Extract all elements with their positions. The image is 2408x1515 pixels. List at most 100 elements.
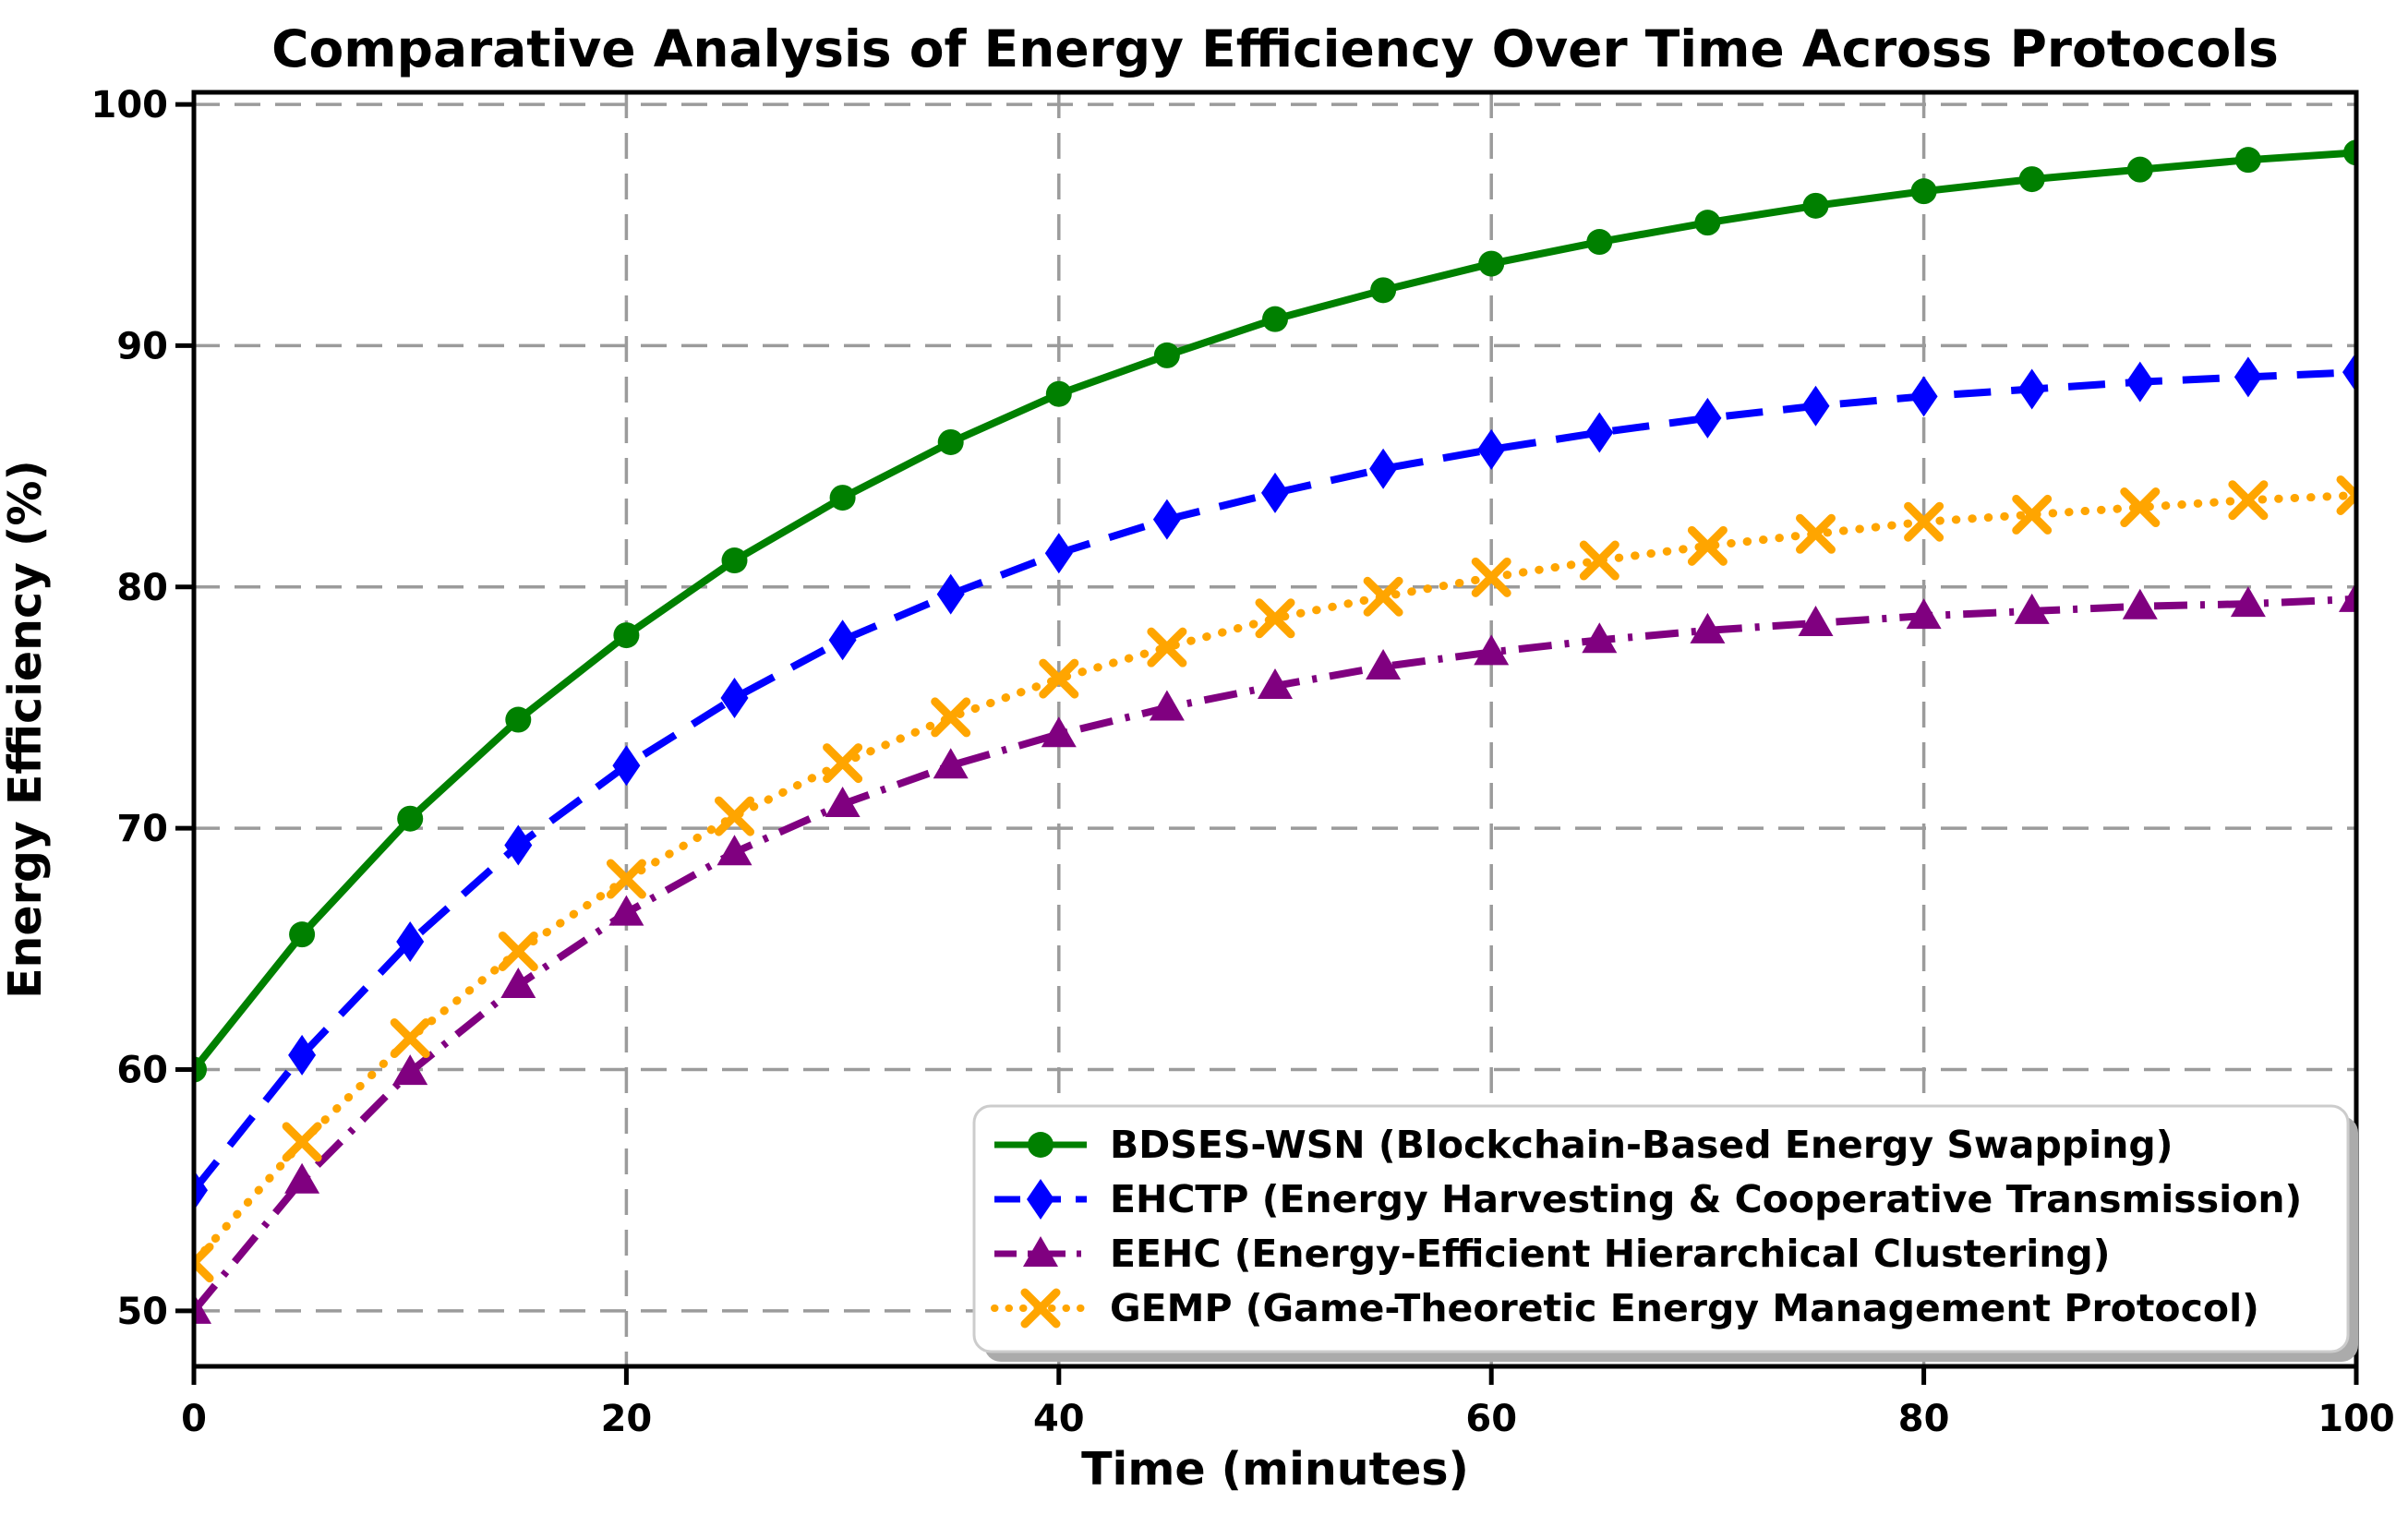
data-point-marker — [1369, 448, 1398, 489]
x-tick-label-0: 0 — [181, 1398, 207, 1440]
data-point-marker — [1478, 250, 1505, 277]
data-point-marker — [288, 1034, 317, 1076]
legend-item-gemp: GEMP (Game-Theoretic Energy Management P… — [991, 1286, 2259, 1330]
tick-labels: 0 20 40 60 80 100 50 60 70 80 90 100 — [91, 84, 2395, 1440]
data-point-marker — [936, 573, 965, 615]
series-bdses-wsn-markers — [194, 139, 2356, 1083]
data-point-marker — [1028, 1132, 1054, 1158]
data-point-marker — [1582, 622, 1618, 654]
data-point-marker — [1041, 716, 1077, 748]
series-bdses-wsn — [194, 139, 2356, 1083]
data-point-marker — [613, 622, 640, 649]
y-tick-label-80: 80 — [116, 567, 168, 609]
x-tick-label-40: 40 — [1033, 1398, 1085, 1440]
data-point-marker — [1261, 472, 1289, 513]
data-point-marker — [284, 1162, 320, 1194]
x-tick-label-20: 20 — [601, 1398, 653, 1440]
chart-title: Comparative Analysis of Energy Efficienc… — [271, 19, 2279, 78]
data-point-marker — [194, 1293, 211, 1324]
data-point-marker — [1796, 513, 1836, 554]
data-point-marker — [289, 921, 316, 948]
data-point-marker — [829, 485, 856, 511]
legend-item-label: BDSES-WSN (Blockchain-Based Energy Swapp… — [1110, 1123, 2173, 1167]
series-eehc-markers — [194, 581, 2356, 1324]
data-point-marker — [608, 895, 644, 926]
y-axis-label: Energy Efficiency (%) — [0, 460, 52, 999]
data-point-marker — [390, 1018, 430, 1059]
data-point-marker — [2336, 475, 2356, 515]
data-point-marker — [2234, 147, 2261, 174]
legend-item-label: EEHC (Energy-Efficient Hierarchical Clus… — [1110, 1232, 2111, 1276]
data-point-marker — [606, 859, 646, 899]
data-point-marker — [2343, 139, 2356, 166]
data-point-marker — [612, 745, 641, 787]
y-tick-label-50: 50 — [116, 1291, 168, 1333]
data-point-marker — [2122, 588, 2158, 619]
x-axis-label: Time (minutes) — [1081, 1443, 1469, 1496]
data-point-marker — [2233, 356, 2262, 398]
y-tick-label-60: 60 — [116, 1050, 168, 1092]
data-point-marker — [2017, 368, 2046, 410]
data-point-marker — [194, 1243, 214, 1283]
data-point-marker — [1687, 525, 1728, 566]
data-point-marker — [2012, 494, 2053, 535]
series-gemp-markers — [194, 475, 2356, 1283]
data-point-marker — [194, 1056, 207, 1083]
data-point-marker — [721, 547, 748, 574]
data-point-marker — [1258, 667, 1293, 699]
data-point-marker — [1262, 306, 1288, 332]
data-point-marker — [1693, 397, 1722, 439]
data-point-marker — [1909, 376, 1938, 417]
x-tick-label-80: 80 — [1898, 1398, 1950, 1440]
data-point-marker — [1149, 690, 1185, 721]
y-tick-label-90: 90 — [116, 325, 168, 367]
legend-item-label: GEMP (Game-Theoretic Energy Management P… — [1110, 1286, 2259, 1330]
data-point-marker — [2342, 352, 2356, 393]
data-point-marker — [1023, 1236, 1058, 1267]
y-tick-label-70: 70 — [116, 808, 168, 850]
data-point-marker — [823, 743, 863, 784]
data-point-marker — [2126, 156, 2153, 183]
y-tick-label-100: 100 — [91, 84, 169, 126]
data-point-marker — [1910, 178, 1937, 205]
data-point-marker — [1020, 1288, 1061, 1329]
data-point-marker — [1153, 342, 1180, 368]
data-point-marker — [1585, 412, 1614, 453]
data-point-marker — [1147, 627, 1187, 667]
data-point-marker — [2228, 480, 2269, 521]
data-point-marker — [2014, 593, 2050, 624]
data-point-marker — [825, 787, 861, 818]
data-point-marker — [1690, 612, 1726, 643]
legend-item-ehctp: EHCTP (Energy Harvesting & Cooperative T… — [994, 1177, 2302, 1221]
data-point-marker — [1586, 229, 1613, 256]
series-layer — [194, 139, 2356, 1324]
data-point-marker — [931, 697, 971, 738]
data-point-marker — [2339, 581, 2356, 612]
data-point-marker — [2230, 586, 2266, 618]
data-point-marker — [1044, 533, 1073, 574]
data-point-marker — [1802, 192, 1829, 219]
legend-item-bdses-wsn: BDSES-WSN (Blockchain-Based Energy Swapp… — [994, 1123, 2173, 1167]
series-eehc — [194, 581, 2356, 1324]
data-point-marker — [1366, 649, 1402, 680]
data-point-marker — [1255, 598, 1295, 639]
data-point-marker — [1045, 380, 1072, 407]
data-point-marker — [1694, 210, 1721, 236]
data-point-marker — [1152, 499, 1181, 540]
data-point-marker — [1363, 576, 1403, 617]
plot-border — [191, 90, 2359, 1369]
legend: BDSES-WSN (Blockchain-Based Energy Swapp… — [972, 1104, 2358, 1362]
data-point-marker — [1477, 428, 1506, 470]
data-point-marker — [1039, 658, 1079, 699]
data-point-marker — [1471, 557, 1511, 597]
data-point-marker — [500, 968, 536, 999]
data-point-marker — [1904, 501, 1944, 542]
data-point-marker — [2018, 166, 2045, 193]
data-point-marker — [1474, 634, 1510, 666]
data-point-marker — [2125, 361, 2154, 403]
data-point-marker — [937, 428, 964, 455]
x-tick-label-100: 100 — [2318, 1398, 2395, 1440]
data-point-marker — [1801, 385, 1830, 427]
